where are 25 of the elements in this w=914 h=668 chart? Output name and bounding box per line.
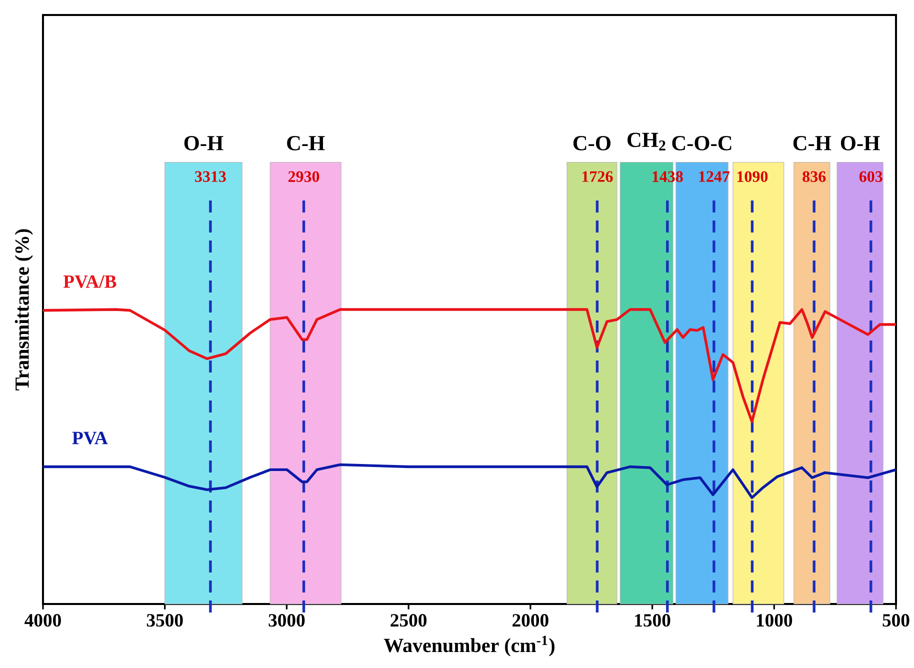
y-axis-title: Transmittance (%) [14, 229, 33, 390]
x-tick-label: 500 [882, 614, 910, 627]
x-tick-label: 2000 [512, 614, 548, 627]
series-label: PVA [72, 432, 108, 444]
x-tick-label: 2500 [390, 614, 427, 627]
ref-line-label: 3313 [195, 171, 226, 182]
x-tick-label: 1500 [635, 614, 670, 627]
band-label: C-O-C [672, 136, 732, 150]
x-axis-title: Wavenumber (cm$^{-1}$) [384, 636, 554, 656]
band-label: C-O [573, 136, 610, 150]
band-label: O-H [184, 136, 224, 150]
x-tick-label: 3500 [146, 614, 183, 627]
x-tick-label: 4000 [24, 614, 61, 627]
series-label: PVA/B [63, 275, 116, 288]
band-label: C-H [287, 136, 325, 150]
ref-line-label: 1090 [737, 171, 768, 182]
ref-line-label: 1726 [582, 171, 613, 182]
band-label: O-H [840, 136, 880, 150]
band-label: C-H [793, 136, 832, 150]
x-tick-label: 1000 [756, 614, 792, 627]
x-tick-label: 3000 [268, 614, 305, 627]
band-label: CH$_{2}$ [628, 132, 666, 150]
ref-line-label: 603 [859, 171, 882, 182]
ref-line-label: 2930 [288, 171, 320, 182]
ref-line-label: 836 [802, 171, 826, 182]
